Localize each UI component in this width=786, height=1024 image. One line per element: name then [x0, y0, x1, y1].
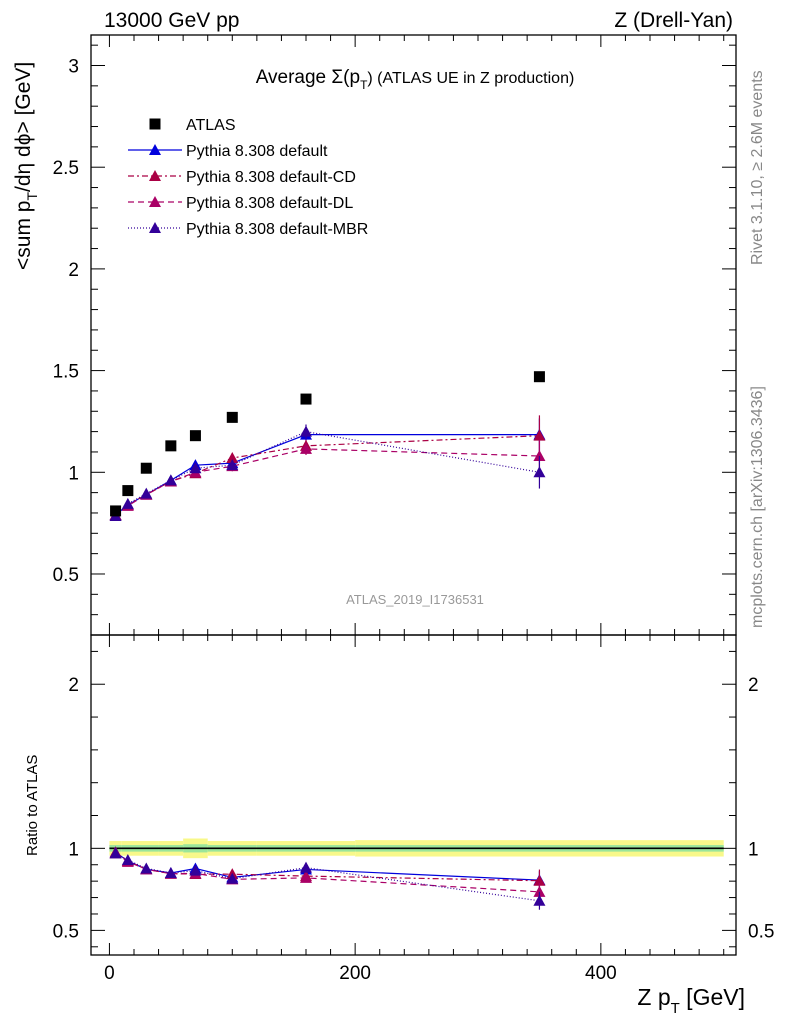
data-point	[140, 462, 152, 474]
data-point	[226, 411, 238, 423]
series-marker	[533, 466, 546, 478]
series-line	[115, 435, 540, 516]
ratio-marker	[533, 874, 546, 886]
series-marker	[300, 425, 312, 437]
series-marker	[300, 442, 312, 454]
ratio-y-tick-label-right: 1	[748, 839, 759, 860]
series-marker	[121, 497, 134, 509]
series-line	[115, 434, 540, 516]
series-line	[115, 430, 540, 517]
data-point	[533, 371, 545, 383]
legend-marker	[149, 170, 161, 181]
ratio-marker	[226, 872, 239, 884]
mc-series-2	[109, 439, 546, 522]
y-tick-label: 1.5	[53, 362, 79, 383]
x-tick-label: 400	[585, 963, 617, 984]
legend-item-1: Pythia 8.308 default-CD	[128, 169, 356, 186]
chart-title: Average Σ(pT) (ATLAS UE in Z production)	[256, 67, 575, 92]
legend: ATLAS Pythia 8.308 default Pythia 8.308 de…	[128, 117, 368, 238]
ratio-marker	[300, 861, 312, 873]
ratio-marker	[300, 871, 312, 883]
series-marker	[533, 450, 546, 462]
x-tick-label: 200	[339, 963, 371, 984]
main-y-axis-title: <sum pT/dη dϕ> [GeV]	[12, 62, 40, 270]
ratio-panel: 0 200 400 0.5 0.5 1 1 2 2	[53, 634, 774, 984]
ratio-marker	[533, 894, 546, 906]
legend-label: ATLAS	[186, 117, 236, 134]
mc-ratio-series-3	[109, 847, 546, 910]
legend-marker	[149, 144, 161, 155]
mcplots-label: mcplots.cern.ch [arXiv:1306.3436]	[749, 386, 766, 628]
ratio-series-line	[115, 852, 540, 893]
ratio-series-line	[115, 852, 540, 902]
ratio-y-tick-label: 1	[68, 839, 79, 860]
data-point	[110, 505, 122, 517]
legend-label: Pythia 8.308 default-CD	[186, 169, 356, 186]
series-marker	[189, 462, 202, 474]
data-series	[110, 371, 545, 517]
series-marker	[226, 459, 239, 471]
ratio-y-tick-label-right: 2	[748, 675, 759, 696]
y-tick-label: 2	[68, 260, 79, 281]
analysis-label: ATLAS_2019_I1736531	[346, 592, 484, 607]
ratio-y-tick-label: 2	[68, 675, 79, 696]
ratio-marker	[109, 847, 122, 859]
mc-series-3	[109, 424, 546, 522]
ratio-series-line	[115, 851, 540, 882]
data-point	[165, 440, 177, 452]
legend-data-marker	[149, 118, 161, 130]
legend-item-3: Pythia 8.308 default-MBR	[128, 221, 368, 238]
legend-label: Pythia 8.308 default-DL	[186, 195, 353, 212]
ratio-y-tick-label-right: 0.5	[748, 921, 774, 942]
rivet-version-label: Rivet 3.1.10, ≥ 2.6M events	[749, 70, 766, 265]
legend-marker	[149, 222, 161, 233]
y-tick-label: 2.5	[53, 158, 79, 179]
ratio-y-axis-title: Ratio to ATLAS	[24, 755, 41, 856]
header-left-label: 13000 GeV pp	[104, 9, 239, 32]
y-tick-label: 3	[68, 57, 79, 78]
y-tick-label: 1	[68, 463, 79, 484]
ratio-marker	[533, 885, 546, 897]
ratio-marker	[121, 854, 134, 866]
main-panel: 0.5 1 1.5 2 2.5 3 Average Σ(pT) (ATLAS UE in …	[53, 34, 737, 636]
legend-item-2: Pythia 8.308 default-DL	[128, 195, 353, 212]
series-marker	[533, 429, 546, 441]
mc-series-0	[109, 418, 546, 520]
ratio-marker	[140, 862, 153, 874]
y-tick-label: 0.5	[53, 565, 79, 586]
ratio-frame	[90, 634, 737, 956]
data-point	[300, 393, 312, 405]
series-marker	[140, 487, 153, 499]
ratio-series-line	[115, 851, 540, 881]
legend-item-atlas: ATLAS	[149, 117, 236, 134]
ratio-marker	[164, 867, 177, 879]
legend-marker	[149, 196, 161, 207]
legend-label: Pythia 8.308 default	[186, 143, 328, 160]
mc-series-1	[109, 415, 546, 520]
series-marker	[226, 452, 239, 464]
series-marker	[164, 474, 177, 486]
legend-item-0: Pythia 8.308 default	[128, 143, 328, 160]
data-point	[189, 430, 201, 442]
data-point	[122, 485, 134, 497]
header-right-label: Z (Drell-Yan)	[614, 9, 733, 32]
x-tick-label: 0	[104, 963, 115, 984]
legend-label: Pythia 8.308 default-MBR	[186, 221, 368, 238]
series-line	[115, 448, 540, 517]
x-axis-title: Z pT [GeV]	[637, 984, 745, 1017]
ratio-marker	[189, 864, 202, 876]
ratio-y-tick-label: 0.5	[53, 921, 79, 942]
